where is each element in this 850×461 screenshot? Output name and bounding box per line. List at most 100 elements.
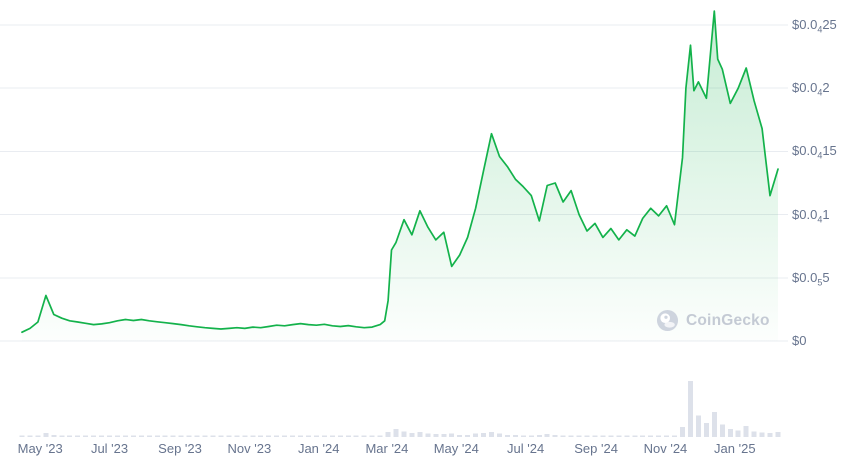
volume-bar [711, 411, 717, 437]
volume-bar [43, 433, 49, 437]
x-axis-label: Sep '24 [574, 441, 618, 456]
volume-bar [170, 435, 176, 437]
y-axis-label: $0.0415 [792, 143, 837, 161]
volume-bar [226, 435, 232, 437]
volume-bar [775, 431, 781, 437]
volume-bar [433, 434, 439, 437]
volume-bar [648, 435, 654, 437]
volume-bar [520, 435, 526, 437]
volume-bar [560, 435, 566, 437]
y-axis-label: $0.042 [792, 80, 830, 98]
x-axis-label: Jul '24 [507, 441, 545, 456]
x-axis-label: Mar '24 [365, 441, 409, 456]
volume-bar [449, 433, 455, 437]
x-axis-label: May '24 [433, 441, 479, 456]
y-axis-label: $0.041 [792, 206, 830, 225]
volume-bar [393, 429, 399, 437]
x-axis-label: Jan '24 [297, 441, 340, 456]
x-axis-label: Jan '25 [714, 441, 756, 456]
volume-bar [536, 434, 542, 437]
volume-bar [425, 433, 431, 437]
volume-bar [616, 435, 622, 437]
volume-bar [83, 435, 89, 437]
y-axis-label: $0 [792, 333, 807, 348]
volume-bar [417, 431, 423, 437]
volume-bar [457, 434, 463, 437]
volume-bar [329, 435, 335, 437]
volume-bar [114, 435, 120, 437]
volume-bar [146, 435, 152, 437]
volume-bar [162, 435, 168, 437]
volume-bar [385, 431, 391, 437]
volume-bar [441, 434, 447, 437]
volume-bar [234, 435, 240, 437]
volume-bar [377, 435, 383, 437]
volume-bar [75, 435, 81, 437]
volume-bar [680, 426, 686, 437]
volume-bar [91, 435, 97, 437]
volume-bar [608, 435, 614, 437]
volume-bar [186, 435, 192, 437]
volume-bar [664, 435, 670, 437]
volume-bar [504, 434, 510, 437]
volume-bar [703, 423, 709, 437]
watermark-text: CoinGecko [686, 311, 770, 329]
volume-bar [672, 435, 678, 437]
volume-bar [592, 435, 598, 437]
volume-bar [600, 435, 606, 437]
volume-bar [35, 435, 41, 437]
volume-bar [409, 433, 415, 437]
volume-bar [489, 431, 495, 437]
volume-bar [695, 415, 701, 437]
volume-bar [552, 434, 558, 437]
volume-bar [210, 435, 216, 437]
volume-bar [751, 431, 757, 437]
volume-bar [51, 434, 57, 437]
volume-bar [122, 435, 128, 437]
volume-bar [274, 435, 280, 437]
volume-bar [353, 435, 359, 437]
volume-bar [401, 431, 407, 437]
volume-bar [584, 435, 590, 437]
volume-bar [202, 435, 208, 437]
coingecko-watermark: CoinGecko [656, 309, 770, 332]
volume-bar [481, 433, 487, 437]
volume-bar [465, 434, 471, 437]
x-axis-label: May '23 [17, 441, 63, 456]
x-axis-label: Nov '23 [227, 441, 272, 456]
volume-bar [138, 435, 144, 437]
volume-bar [568, 435, 574, 437]
volume-bar [298, 435, 304, 437]
volume-bar [727, 429, 733, 437]
volume-bar [154, 435, 160, 437]
volume-bar [290, 435, 296, 437]
volume-bar [735, 430, 741, 437]
volume-bar [242, 435, 248, 437]
volume-bar [632, 435, 638, 437]
volume-bar [767, 433, 773, 437]
volume-bar [743, 425, 749, 437]
volume-bar [687, 381, 693, 437]
volume-bar [512, 434, 518, 437]
volume-bar [218, 435, 224, 437]
volume-bar [719, 424, 725, 437]
volume-bar [496, 433, 502, 437]
volume-bar [528, 435, 534, 437]
volume-bar [250, 435, 256, 437]
volume-bar [59, 435, 65, 437]
price-area [22, 11, 778, 341]
coingecko-logo-icon [656, 309, 679, 332]
volume-bar [178, 435, 184, 437]
volume-bar [313, 435, 319, 437]
volume-bar [337, 435, 343, 437]
volume-bar [19, 435, 25, 437]
x-axis-label: Jul '23 [90, 441, 129, 456]
volume-bar [67, 435, 73, 437]
volume-bar [99, 435, 105, 437]
volume-bar [361, 435, 367, 437]
volume-bar [27, 435, 33, 437]
x-axis-label: Sep '23 [158, 441, 202, 456]
price-line [21, 10, 779, 334]
volume-bar [266, 435, 272, 437]
